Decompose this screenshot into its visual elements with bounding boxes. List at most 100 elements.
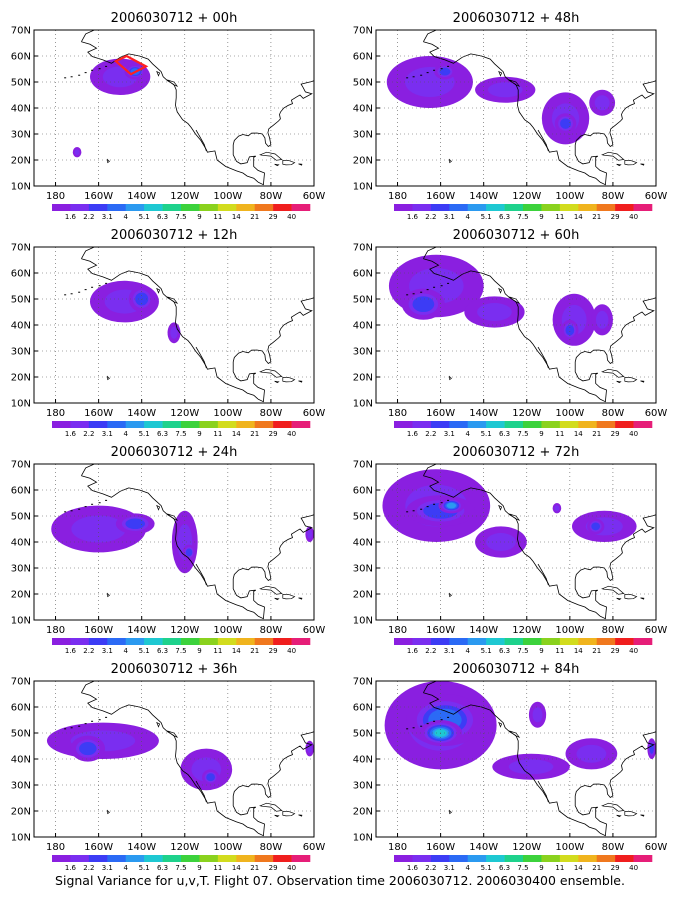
colorbar-label: 4 [465, 213, 470, 221]
aleutian-island [64, 511, 67, 513]
colorbar-label: 21 [250, 430, 259, 438]
colorbar-swatch [394, 855, 413, 862]
aleutian-island [447, 716, 450, 718]
colorbar-label: 5.1 [481, 864, 492, 872]
y-tick-label: 20N [353, 590, 373, 601]
colorbar-label: 2.2 [83, 647, 94, 655]
x-tick-label: 140W [469, 408, 498, 419]
island-coastline [498, 721, 503, 728]
colorbar-label: 6.3 [157, 864, 168, 872]
colorbar-label: 4 [465, 864, 470, 872]
panel-grid: 2006030712 + 00h 70N 60N 50N 40N 30N 20N 10N 180… [11, 11, 668, 872]
variance-contour [591, 522, 601, 531]
y-tick-label: 70N [11, 677, 31, 688]
y-tick-label: 40N [11, 104, 31, 115]
island-coastline [509, 296, 521, 304]
colorbar-label: 29 [611, 647, 620, 655]
x-tick-label: 60W [645, 408, 668, 419]
colorbar-swatch [144, 421, 163, 428]
colorbar-swatch [633, 638, 653, 645]
y-tick-label: 60N [353, 703, 373, 714]
colorbar-swatch [523, 855, 542, 862]
variance-contour [74, 149, 80, 156]
colorbar-swatch [217, 421, 237, 428]
y-tick-label: 70N [11, 26, 31, 37]
aleutian-island [91, 720, 94, 722]
colorbar-swatch [273, 204, 292, 211]
colorbar-label: 14 [574, 864, 583, 872]
x-tick-label: 140W [127, 842, 156, 853]
island-coastline [298, 814, 303, 817]
aleutian-island [406, 511, 409, 513]
aleutian-island [70, 727, 73, 729]
colorbar-label: 29 [611, 213, 620, 221]
colorbar-label: 21 [250, 864, 259, 872]
colorbar-swatch [504, 855, 524, 862]
colorbar-label: 3.1 [444, 647, 455, 655]
x-tick-label: 60W [645, 842, 668, 853]
colorbar-swatch [615, 204, 634, 211]
coastline [423, 475, 601, 617]
variance-contour [487, 82, 523, 98]
aleutian-island [70, 510, 73, 512]
y-tick-label: 40N [353, 104, 373, 115]
colorbar-swatch [125, 638, 145, 645]
coastline [81, 247, 95, 259]
island-coastline [640, 380, 645, 383]
y-tick-label: 40N [353, 755, 373, 766]
colorbar-swatch [394, 638, 413, 645]
colorbar-label: 40 [287, 430, 296, 438]
colorbar-label: 9 [197, 213, 201, 221]
colorbar-swatch [273, 638, 292, 645]
variance-contour [576, 744, 607, 763]
colorbar-swatch [615, 855, 634, 862]
colorbar-swatch [633, 204, 653, 211]
y-tick-label: 50N [11, 512, 31, 523]
colorbar-label: 21 [592, 864, 601, 872]
colorbar-swatch [52, 421, 71, 428]
colorbar-swatch [559, 855, 579, 862]
colorbar-swatch [394, 421, 413, 428]
aleutian-island [426, 723, 429, 725]
aleutian-island [433, 286, 436, 288]
forecast-panel: 2006030712 + 48h 70N 60N 50N 40N 30N 20N 10N 180… [353, 11, 668, 221]
coastline [232, 80, 314, 186]
y-tick-label: 30N [353, 347, 373, 358]
variance-contour [594, 95, 610, 111]
aleutian-island [447, 282, 450, 284]
colorbar-label: 21 [592, 213, 601, 221]
island-coastline [448, 158, 452, 164]
variance-contour [412, 296, 435, 313]
y-tick-label: 40N [353, 538, 373, 549]
colorbar-label: 40 [287, 213, 296, 221]
colorbar-label: 2.2 [83, 430, 94, 438]
aleutian-island [406, 77, 409, 79]
colorbar-swatch [217, 855, 237, 862]
colorbar-swatch [523, 204, 542, 211]
colorbar-swatch [486, 204, 505, 211]
colorbar-swatch [107, 855, 127, 862]
aleutian-island [84, 506, 87, 508]
x-tick-label: 80W [260, 408, 283, 419]
colorbar-label: 5.1 [481, 213, 492, 221]
y-tick-label: 30N [353, 130, 373, 141]
colorbar-swatch [559, 638, 579, 645]
island-coastline [616, 597, 622, 601]
colorbar-swatch [199, 204, 219, 211]
y-tick-label: 50N [11, 78, 31, 89]
island-coastline [448, 592, 452, 598]
aleutian-island [412, 76, 415, 78]
colorbar-swatch [467, 421, 487, 428]
colorbar-swatch [541, 638, 561, 645]
y-tick-label: 40N [353, 321, 373, 332]
colorbar-label: 9 [539, 647, 543, 655]
colorbar-label: 4 [465, 430, 470, 438]
y-tick-label: 60N [353, 52, 373, 63]
colorbar-label: 29 [269, 213, 278, 221]
forecast-panel: 2006030712 + 12h 70N 60N 50N 40N 30N 20N 10N 180… [11, 228, 326, 438]
y-tick-label: 20N [11, 156, 31, 167]
colorbar-swatch [199, 421, 219, 428]
aleutian-island [105, 282, 108, 284]
variance-contour [79, 742, 97, 756]
colorbar-label: 2.2 [425, 864, 436, 872]
